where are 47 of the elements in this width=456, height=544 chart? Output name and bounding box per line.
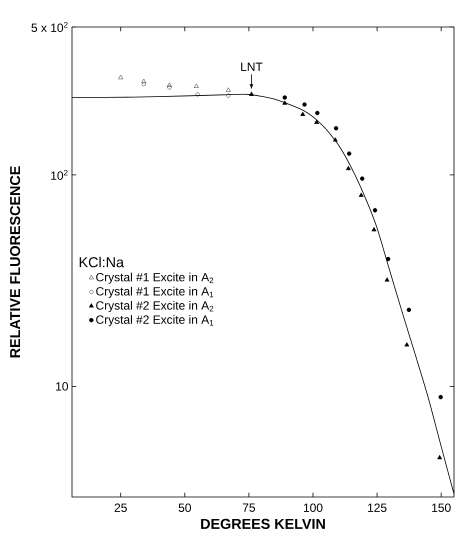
point [302,102,307,107]
point [249,92,254,96]
point [406,308,412,312]
point [386,256,390,262]
point [226,88,231,92]
point [372,226,376,232]
point [404,342,410,346]
point [282,95,287,100]
legend-label: Crystal #1 Excite in A$_{2}$ [96,272,214,284]
point [346,151,352,156]
point [300,112,306,116]
point [358,192,364,197]
point [346,166,351,170]
point [167,85,172,90]
x-axis-title: DEGREES KELVIN [201,518,325,529]
legend-label: Crystal #1 Excite in A$_{1}$ [96,286,214,298]
x-tick-label: 150 [432,504,451,512]
y-axis-title: RELATIVE FLUORESCENCE [10,166,20,358]
point [282,100,288,105]
y-tick-label: 10 [56,382,68,391]
point [141,78,146,84]
point [384,277,390,282]
point [332,137,338,142]
point [194,84,199,88]
point [314,120,320,124]
point [334,126,338,130]
annotation: LNT [241,62,262,71]
y-tick-label: 5 x 10$^{2}$ [31,22,68,32]
point [166,82,172,87]
point [226,94,230,98]
y-tick-label: 10$^{2}$ [51,170,68,180]
x-tick-label: 25 [114,504,127,512]
legend-label: Crystal #2 Excite in A$_{2}$ [96,300,214,312]
x-tick-label: 100 [304,504,322,512]
x-tick-label: 75 [242,504,256,512]
x-tick-label: 125 [368,504,387,512]
point [438,394,443,400]
point [360,176,364,181]
point [142,82,146,86]
point [118,74,124,80]
point [437,454,442,460]
legend-title: KCl:Na [80,256,124,268]
point [372,208,378,212]
point [315,110,320,116]
legend-label: Crystal #2 Excite in A$_{1}$ [96,315,214,326]
point [196,92,200,96]
x-tick-label: 50 [178,504,191,512]
